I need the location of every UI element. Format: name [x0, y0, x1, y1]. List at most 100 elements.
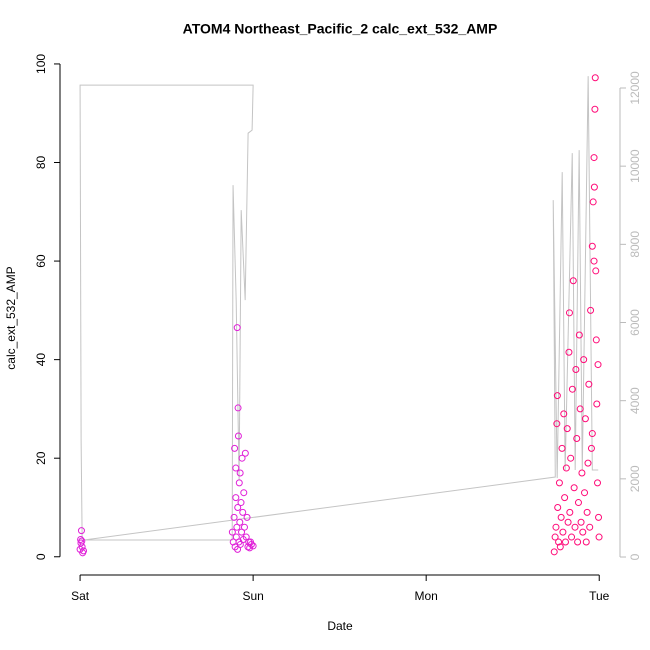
point: [572, 365, 580, 373]
point: [230, 513, 238, 521]
point: [588, 430, 596, 438]
y-tick-label: 0: [34, 553, 48, 560]
y2-tick-label: 6000: [628, 309, 642, 336]
point: [241, 449, 249, 457]
y2-tick-label: 8000: [628, 231, 642, 258]
y2-tick-label: 2000: [628, 465, 642, 492]
point: [247, 538, 255, 546]
point: [562, 464, 570, 472]
point: [594, 479, 602, 487]
point: [585, 380, 593, 388]
point: [575, 331, 583, 339]
point: [238, 528, 246, 536]
point: [240, 523, 248, 531]
point: [568, 533, 576, 541]
point: [594, 361, 602, 369]
point: [563, 425, 571, 433]
point: [234, 404, 242, 412]
point: [590, 183, 598, 191]
point: [586, 523, 594, 531]
point: [595, 533, 603, 541]
point: [574, 499, 582, 507]
point: [595, 513, 603, 521]
point: [233, 324, 241, 332]
x-tick-label: Mon: [415, 589, 438, 603]
point: [588, 242, 596, 250]
point: [77, 527, 85, 535]
altitude-line: [79, 76, 599, 541]
point: [555, 538, 563, 546]
point: [587, 444, 595, 452]
point: [589, 198, 597, 206]
point: [592, 336, 600, 344]
y-tick-label: 60: [34, 254, 48, 268]
point: [77, 536, 85, 544]
x-tick-label: Tue: [589, 589, 610, 603]
point: [243, 513, 251, 521]
point: [238, 454, 246, 462]
chart-title: ATOM4 Northeast_Pacific_2 calc_ext_532_A…: [183, 21, 498, 37]
point: [552, 523, 560, 531]
point: [593, 400, 601, 408]
point: [584, 459, 592, 467]
point: [569, 277, 577, 285]
point: [579, 528, 587, 536]
point: [550, 548, 558, 556]
y2-tick-label: 12000: [628, 71, 642, 105]
x-tick-label: Sun: [242, 589, 263, 603]
point: [234, 432, 242, 440]
point: [591, 105, 599, 113]
point: [236, 518, 244, 526]
y-tick-label: 20: [34, 451, 48, 465]
point: [555, 479, 563, 487]
point: [553, 392, 561, 400]
point: [592, 267, 600, 275]
point: [560, 410, 568, 418]
point: [587, 306, 595, 314]
y2-tick-label: 4000: [628, 387, 642, 414]
y2-tick-label: 0: [628, 553, 642, 560]
point: [567, 454, 575, 462]
point: [590, 257, 598, 265]
point: [554, 503, 562, 511]
point: [557, 513, 565, 521]
point: [558, 444, 566, 452]
point: [565, 309, 573, 317]
point: [561, 538, 569, 546]
point: [580, 356, 588, 364]
point: [559, 528, 567, 536]
point: [239, 508, 247, 516]
point: [237, 499, 245, 507]
point: [574, 538, 582, 546]
point: [583, 508, 591, 516]
point: [234, 545, 242, 553]
x-tick-label: Sat: [71, 589, 90, 603]
point: [564, 518, 572, 526]
point: [565, 348, 573, 356]
point: [240, 489, 248, 497]
point: [234, 503, 242, 511]
point: [553, 420, 561, 428]
point: [232, 464, 240, 472]
point: [556, 543, 564, 551]
y-tick-label: 40: [34, 353, 48, 367]
y-tick-label: 80: [34, 156, 48, 170]
point: [235, 479, 243, 487]
point: [571, 523, 579, 531]
point: [236, 469, 244, 477]
x-axis-label: Date: [327, 619, 353, 633]
point: [576, 405, 584, 413]
point: [591, 74, 599, 82]
point: [551, 533, 559, 541]
point: [573, 434, 581, 442]
point: [233, 523, 241, 531]
point: [228, 528, 236, 536]
point: [582, 538, 590, 546]
point: [581, 489, 589, 497]
y-tick-label: 100: [34, 54, 48, 74]
point: [581, 415, 589, 423]
point: [78, 543, 86, 551]
point: [578, 469, 586, 477]
y2-tick-label: 10000: [628, 149, 642, 183]
point: [232, 494, 240, 502]
